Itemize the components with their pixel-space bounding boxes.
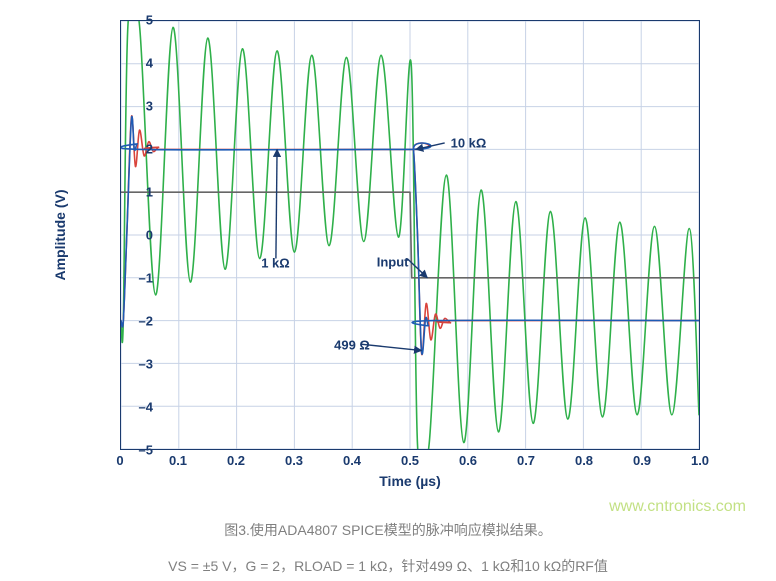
figure-caption-1: 图3.使用ADA4807 SPICE模型的脉冲响应模拟结果。 bbox=[0, 520, 776, 540]
watermark: www.cntronics.com bbox=[609, 498, 746, 516]
x-tick: 0.8 bbox=[575, 453, 593, 468]
x-axis-label: Time (µs) bbox=[379, 473, 441, 489]
y-tick: 5 bbox=[123, 13, 153, 28]
x-tick: 0.3 bbox=[285, 453, 303, 468]
x-tick: 1.0 bbox=[691, 453, 709, 468]
x-tick: 0.4 bbox=[343, 453, 361, 468]
y-tick: 2 bbox=[123, 142, 153, 157]
x-tick: 0.5 bbox=[401, 453, 419, 468]
y-tick: 3 bbox=[123, 99, 153, 114]
x-tick: 0.6 bbox=[459, 453, 477, 468]
y-tick: –4 bbox=[123, 400, 153, 415]
x-tick: 0.2 bbox=[227, 453, 245, 468]
x-tick: 0.9 bbox=[633, 453, 651, 468]
y-tick: –1 bbox=[123, 271, 153, 286]
y-tick: –2 bbox=[123, 314, 153, 329]
y-tick: –3 bbox=[123, 357, 153, 372]
figure-caption-2: VS = ±5 V，G = 2，RLOAD = 1 kΩ，针对499 Ω、1 k… bbox=[0, 556, 776, 576]
y-tick: 1 bbox=[123, 185, 153, 200]
y-axis-label: Amplitude (V) bbox=[52, 190, 68, 281]
series-annotation: 10 kΩ bbox=[451, 135, 487, 150]
x-tick: 0.1 bbox=[169, 453, 187, 468]
plot-area bbox=[121, 21, 699, 449]
x-tick: 0 bbox=[116, 453, 123, 468]
x-tick: 0.7 bbox=[517, 453, 535, 468]
chart-container: Amplitude (V) Time (µs) –5 –4 –3 –2 –1 0 1 2 3 4 5… bbox=[40, 5, 740, 495]
series-annotation: 499 Ω bbox=[334, 337, 370, 352]
y-tick: 0 bbox=[123, 228, 153, 243]
series-annotation: Input bbox=[377, 254, 409, 269]
series-annotation: 1 kΩ bbox=[261, 255, 290, 270]
plot-frame bbox=[120, 20, 700, 450]
y-tick: –5 bbox=[123, 443, 153, 458]
y-tick: 4 bbox=[123, 56, 153, 71]
